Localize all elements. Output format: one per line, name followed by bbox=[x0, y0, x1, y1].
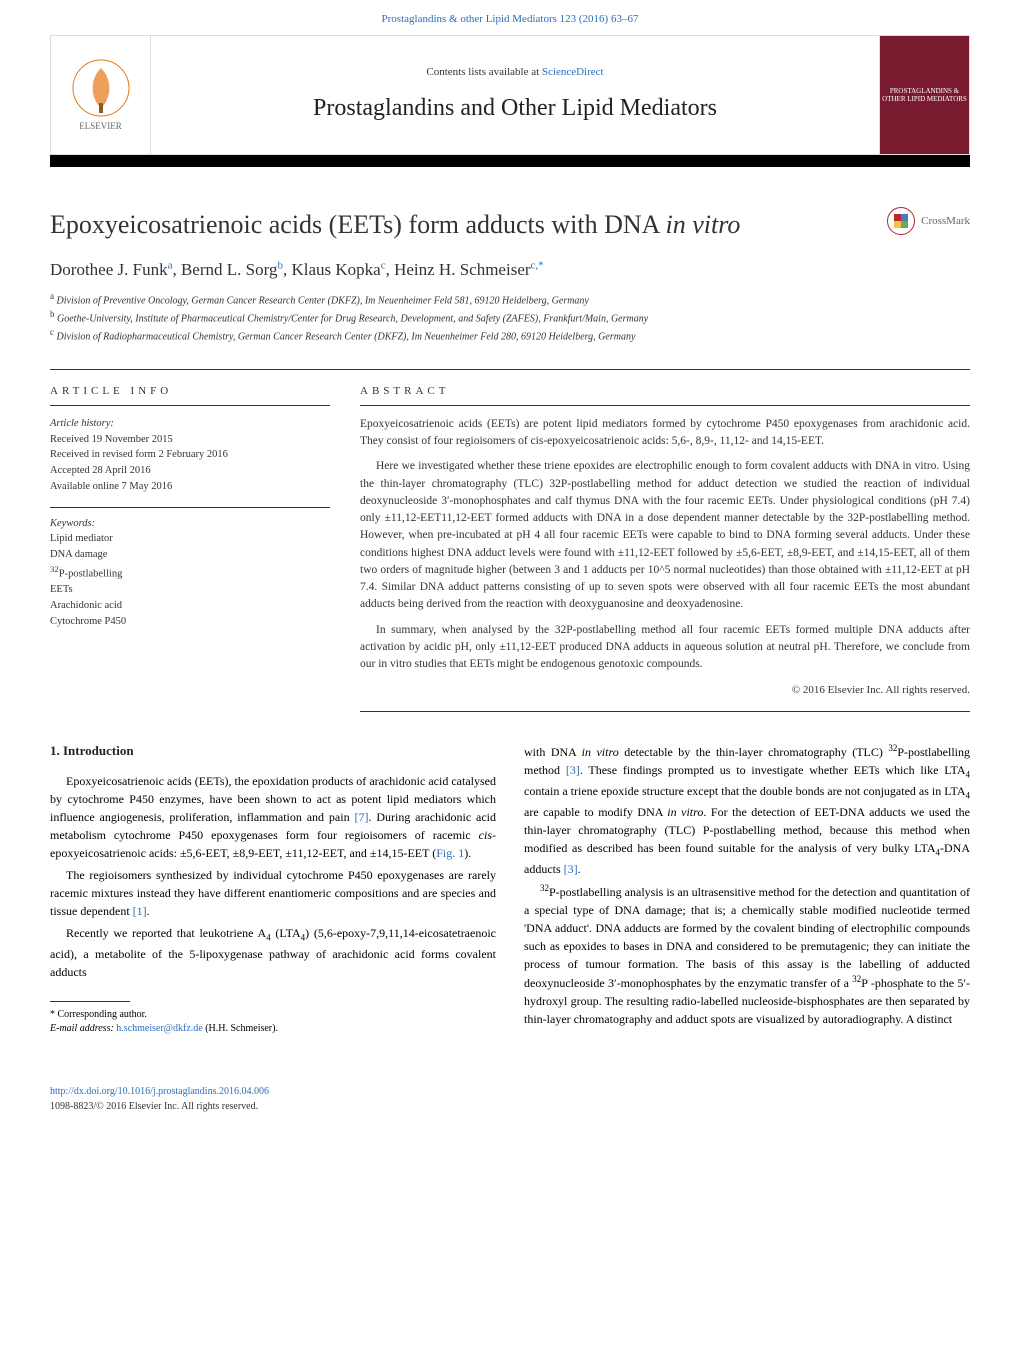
journal-header: ELSEVIER Contents lists available at Sci… bbox=[50, 35, 970, 155]
intro-p5: 32P-postlabelling analysis is an ultrase… bbox=[524, 882, 970, 1028]
journal-citation[interactable]: Prostaglandins & other Lipid Mediators 1… bbox=[0, 0, 1020, 31]
author-list: Dorothee J. Funka, Bernd L. Sorgb, Klaus… bbox=[50, 258, 970, 282]
affiliations: a Division of Preventive Oncology, Germa… bbox=[50, 290, 970, 345]
header-divider bbox=[50, 155, 970, 167]
header-center: Contents lists available at ScienceDirec… bbox=[151, 36, 879, 154]
main-text-columns: 1. Introduction Epoxyeicosatrienoic acid… bbox=[50, 742, 970, 1036]
sciencedirect-link[interactable]: ScienceDirect bbox=[542, 66, 604, 78]
crossmark-badge[interactable]: CrossMark bbox=[887, 207, 970, 235]
crossmark-icon bbox=[887, 207, 915, 235]
email-link[interactable]: h.schmeiser@dkfz.de bbox=[116, 1023, 202, 1034]
journal-title: Prostaglandins and Other Lipid Mediators bbox=[313, 92, 717, 126]
abstract-heading: abstract bbox=[360, 384, 970, 406]
ref-3b-link[interactable]: [3] bbox=[564, 862, 578, 876]
affiliation-b: b Goethe-University, Institute of Pharma… bbox=[50, 308, 970, 326]
ref-3-link[interactable]: [3] bbox=[566, 763, 580, 777]
intro-p2: The regioisomers synthesized by individu… bbox=[50, 866, 496, 920]
contents-available: Contents lists available at ScienceDirec… bbox=[426, 65, 603, 80]
article-title: Epoxyeicosatrienoic acids (EETs) form ad… bbox=[50, 207, 867, 243]
doi-link[interactable]: http://dx.doi.org/10.1016/j.prostaglandi… bbox=[50, 1086, 269, 1097]
introduction-heading: 1. Introduction bbox=[50, 742, 496, 760]
footnote-rule bbox=[50, 1001, 130, 1002]
corresponding-author-note: * Corresponding author. E-mail address: … bbox=[50, 1008, 496, 1036]
page-footer: http://dx.doi.org/10.1016/j.prostaglandi… bbox=[50, 1076, 970, 1114]
ref-7-link[interactable]: [7] bbox=[354, 810, 368, 824]
right-text-column: with DNA in vitro detectable by the thin… bbox=[524, 742, 970, 1036]
left-text-column: 1. Introduction Epoxyeicosatrienoic acid… bbox=[50, 742, 496, 1036]
abstract-copyright: © 2016 Elsevier Inc. All rights reserved… bbox=[360, 683, 970, 698]
intro-p1: Epoxyeicosatrienoic acids (EETs), the ep… bbox=[50, 772, 496, 862]
keywords-block: Keywords: Lipid mediator DNA damage 32P-… bbox=[50, 507, 330, 630]
cover-text: PROSTAGLANDINS & OTHER LIPID MEDIATORS bbox=[880, 87, 969, 104]
fig-1-link[interactable]: Fig. 1 bbox=[436, 846, 464, 860]
affiliation-a: a Division of Preventive Oncology, Germa… bbox=[50, 290, 970, 308]
elsevier-logo[interactable]: ELSEVIER bbox=[51, 36, 151, 154]
abstract-bottom-rule bbox=[360, 711, 970, 712]
affiliation-c: c Division of Radiopharmaceutical Chemis… bbox=[50, 326, 970, 344]
article-info-heading: article info bbox=[50, 384, 330, 406]
ref-1-link[interactable]: [1] bbox=[133, 904, 147, 918]
article-history: Article history: Received 19 November 20… bbox=[50, 416, 330, 495]
crossmark-label: CrossMark bbox=[921, 214, 970, 229]
article-info-column: article info Article history: Received 1… bbox=[50, 384, 330, 712]
elsevier-tree-icon bbox=[71, 58, 131, 118]
journal-cover-thumbnail[interactable]: PROSTAGLANDINS & OTHER LIPID MEDIATORS bbox=[879, 36, 969, 154]
abstract-column: abstract Epoxyeicosatrienoic acids (EETs… bbox=[360, 384, 970, 712]
elsevier-label: ELSEVIER bbox=[79, 120, 122, 133]
abstract-text: Epoxyeicosatrienoic acids (EETs) are pot… bbox=[360, 416, 970, 674]
intro-p3: Recently we reported that leukotriene A4… bbox=[50, 924, 496, 981]
intro-p4: with DNA in vitro detectable by the thin… bbox=[524, 742, 970, 878]
